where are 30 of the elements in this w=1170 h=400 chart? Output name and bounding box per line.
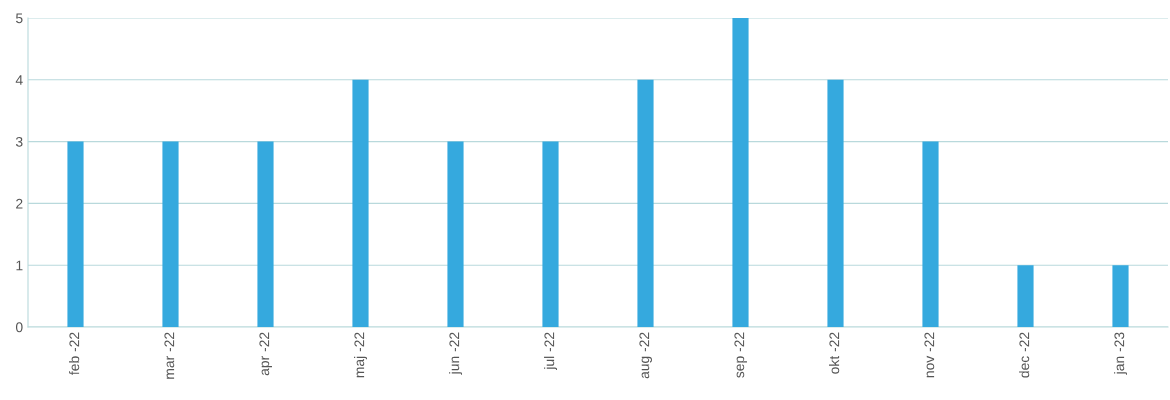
bar [162,141,179,327]
x-tick-label: sep -22 [734,332,747,378]
bar [447,141,464,327]
bar [637,79,654,327]
x-tick-label: dec -22 [1019,332,1030,378]
x-tick-label: maj -22 [354,332,367,378]
y-tick-label: 2 [16,198,23,209]
bar [352,79,369,327]
y-tick-label: 0 [15,322,23,333]
bar [732,18,749,327]
x-tick-label: jun -22 [449,332,462,375]
x-tick-label: jan -23 [1114,332,1127,375]
bar [67,141,84,327]
x-tick-label: feb -22 [69,332,80,375]
y-tick-label: 4 [15,75,23,85]
y-tick-label: 1 [16,260,23,271]
x-tick-label: mar -22 [164,332,175,379]
y-tick-label: 5 [15,13,23,24]
bar [542,141,559,327]
x-tick-label: jul -22 [544,332,557,371]
bar [827,79,844,327]
x-tick-label: aug -22 [639,332,652,379]
bar [1017,265,1034,327]
bar [922,141,939,327]
y-tick-label: 3 [15,136,23,147]
x-tick-label: nov -22 [924,332,935,378]
bar [1112,265,1129,327]
x-tick-label: okt -22 [829,332,840,374]
x-tick-label: apr -22 [259,332,272,376]
bar [257,141,274,327]
